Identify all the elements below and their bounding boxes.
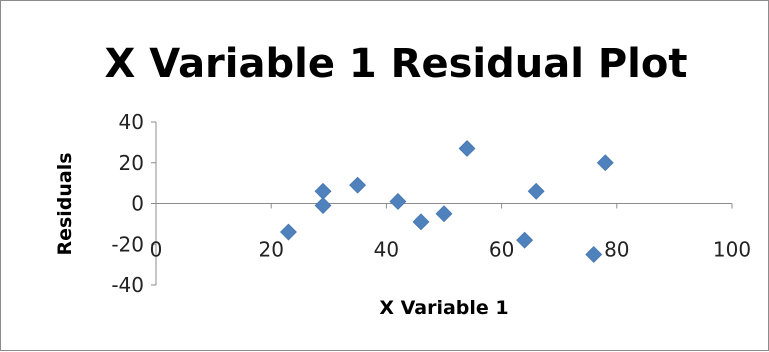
x-tick-label: 100 — [713, 238, 751, 262]
y-axis-label: Residuals — [54, 152, 76, 255]
chart-title: X Variable 1 Residual Plot — [105, 41, 688, 87]
data-point — [314, 182, 332, 200]
data-point — [349, 176, 367, 194]
data-point — [458, 140, 476, 157]
data-point — [280, 223, 297, 241]
data-point — [389, 193, 407, 210]
x-axis-label: X Variable 1 — [379, 297, 508, 319]
y-tick-label: 0 — [131, 192, 144, 216]
x-tick-label: 80 — [604, 238, 629, 262]
x-tick-label: 0 — [150, 238, 163, 262]
data-point — [585, 246, 603, 263]
data-point — [314, 197, 332, 214]
data-points — [280, 140, 614, 263]
x-tick-label: 60 — [489, 238, 514, 262]
y-tick-label: 40 — [119, 110, 144, 134]
data-point — [527, 182, 545, 200]
y-tick-label: -20 — [111, 232, 144, 256]
axes — [151, 121, 733, 286]
y-tick-label: -40 — [111, 273, 144, 297]
y-tick-label: 20 — [119, 151, 144, 175]
x-tick-label: 20 — [258, 238, 283, 262]
x-tick-label: 40 — [374, 238, 399, 262]
data-point — [412, 213, 430, 231]
data-point — [596, 154, 614, 172]
data-point — [435, 205, 453, 223]
data-point — [516, 231, 534, 249]
